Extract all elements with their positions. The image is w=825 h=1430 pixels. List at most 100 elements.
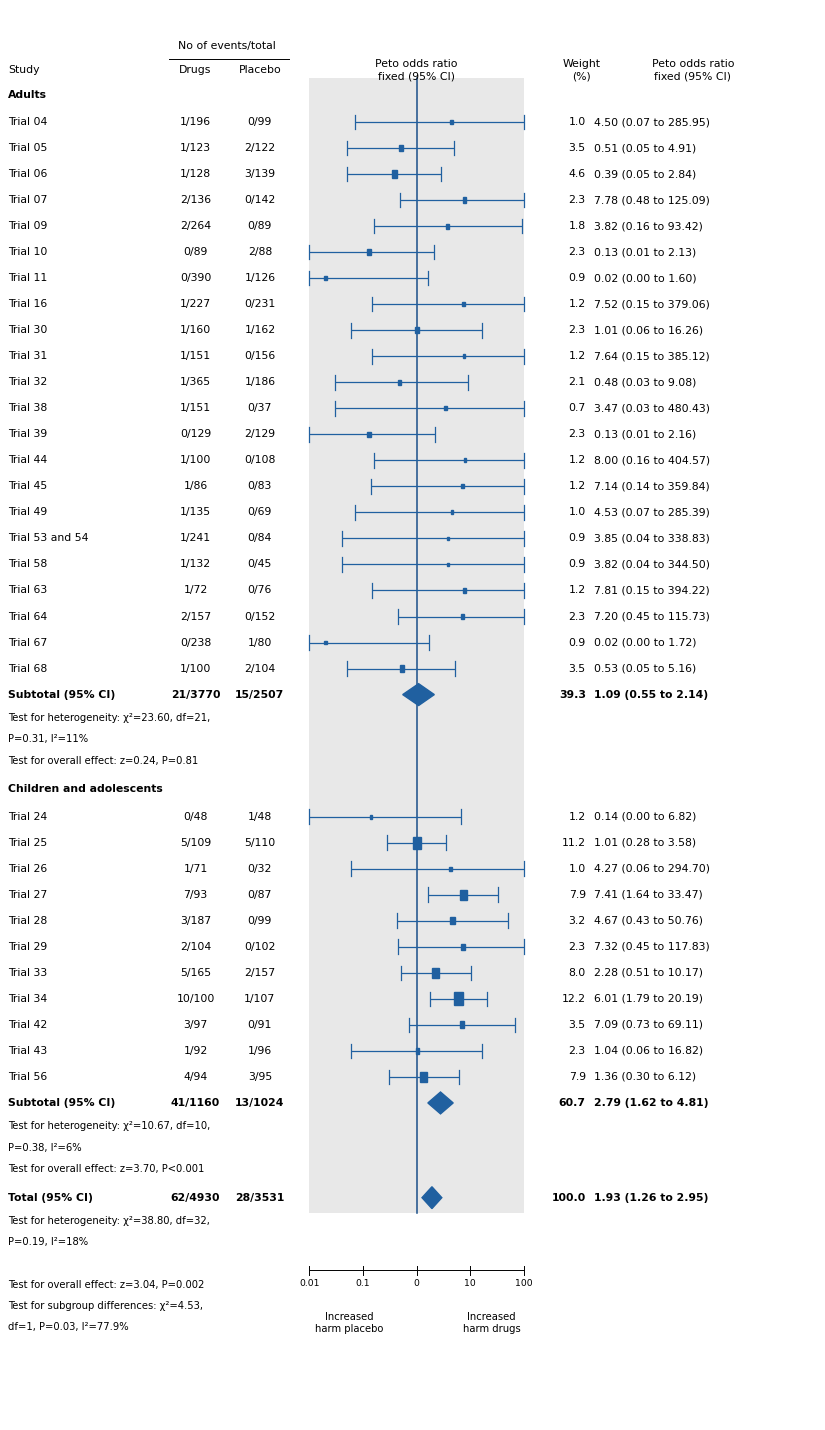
Text: 12.2: 12.2 [562,994,586,1004]
Bar [460,1021,464,1028]
Text: 0/152: 0/152 [244,612,276,622]
Text: df=1, P=0.03, I²=77.9%: df=1, P=0.03, I²=77.9% [8,1323,129,1333]
Bar [461,613,464,619]
Text: 0/99: 0/99 [248,117,272,127]
Bar [416,1048,419,1054]
Text: 1/135: 1/135 [180,508,211,518]
Text: 2/157: 2/157 [180,612,211,622]
Bar [415,327,418,333]
Bar [463,197,466,203]
Text: Peto odds ratio
fixed (95% CI): Peto odds ratio fixed (95% CI) [652,59,734,82]
Text: 1/126: 1/126 [244,273,276,283]
Text: 1.2: 1.2 [568,299,586,309]
Text: 2/136: 2/136 [180,194,211,204]
Bar [461,485,464,489]
Text: 100.0: 100.0 [551,1193,586,1203]
Polygon shape [428,1093,453,1114]
Text: 1.2: 1.2 [568,585,586,595]
Text: 0/91: 0/91 [248,1020,272,1030]
Text: Total (95% CI): Total (95% CI) [8,1193,93,1203]
Text: 2.1: 2.1 [568,378,586,388]
Text: Trial 11: Trial 11 [8,273,48,283]
Text: Trial 63: Trial 63 [8,585,48,595]
Text: Adults: Adults [8,90,47,100]
Bar [324,276,327,280]
Text: 0/76: 0/76 [248,585,272,595]
Text: 0.7: 0.7 [568,403,586,413]
Text: 1/96: 1/96 [248,1045,272,1055]
Text: Trial 42: Trial 42 [8,1020,48,1030]
Text: 3.5: 3.5 [568,664,586,674]
Text: Increased
harm placebo: Increased harm placebo [315,1311,384,1334]
Text: Trial 27: Trial 27 [8,889,48,899]
Text: 2/122: 2/122 [244,143,276,153]
Text: 2/104: 2/104 [244,664,276,674]
Text: 3/187: 3/187 [180,915,211,925]
Polygon shape [403,684,434,705]
Text: 4/94: 4/94 [183,1072,208,1083]
Bar [462,302,465,306]
Text: Trial 44: Trial 44 [8,455,48,465]
Text: Trial 45: Trial 45 [8,482,48,492]
Text: Trial 24: Trial 24 [8,812,48,822]
Text: 1.36 (0.30 to 6.12): 1.36 (0.30 to 6.12) [594,1072,696,1083]
Text: 1.8: 1.8 [568,222,586,232]
Text: 0.9: 0.9 [568,559,586,569]
Text: 8.00 (0.16 to 404.57): 8.00 (0.16 to 404.57) [594,455,710,465]
Text: Test for subgroup differences: χ²=4.53,: Test for subgroup differences: χ²=4.53, [8,1301,203,1311]
Bar [450,120,453,124]
Text: 1/151: 1/151 [180,403,211,413]
Bar [463,355,465,359]
Text: Drugs: Drugs [179,64,212,74]
Text: 2.3: 2.3 [568,325,586,335]
Text: 4.67 (0.43 to 50.76): 4.67 (0.43 to 50.76) [594,915,703,925]
Text: Trial 38: Trial 38 [8,403,48,413]
Text: 1.2: 1.2 [568,352,586,362]
Text: 1.04 (0.06 to 16.82): 1.04 (0.06 to 16.82) [594,1045,703,1055]
Text: 1.0: 1.0 [568,508,586,518]
Text: 0: 0 [413,1278,420,1288]
Text: 0/45: 0/45 [248,559,272,569]
Text: Trial 56: Trial 56 [8,1072,48,1083]
Text: 1/196: 1/196 [180,117,211,127]
Text: 3.5: 3.5 [568,1020,586,1030]
Bar [446,223,450,229]
Text: Trial 49: Trial 49 [8,508,48,518]
Text: 0/84: 0/84 [248,533,272,543]
Bar [450,511,453,515]
Text: Trial 68: Trial 68 [8,664,48,674]
Text: 21/3770: 21/3770 [171,689,220,699]
Text: 3/97: 3/97 [183,1020,208,1030]
Text: 7.9: 7.9 [568,1072,586,1083]
Bar [367,249,371,255]
Text: 0.13 (0.01 to 2.16): 0.13 (0.01 to 2.16) [594,429,696,439]
Text: 1/123: 1/123 [180,143,211,153]
Text: 0/69: 0/69 [248,508,272,518]
Text: 1.2: 1.2 [568,455,586,465]
Text: 2.3: 2.3 [568,612,586,622]
Text: 7.78 (0.48 to 125.09): 7.78 (0.48 to 125.09) [594,194,710,204]
Text: 0/108: 0/108 [244,455,276,465]
Text: 1.0: 1.0 [568,864,586,874]
Text: 0/37: 0/37 [248,403,272,413]
Text: 1.2: 1.2 [568,812,586,822]
Text: 2/104: 2/104 [180,942,211,952]
Text: P=0.19, I²=18%: P=0.19, I²=18% [8,1237,88,1247]
Text: 0/238: 0/238 [180,638,211,648]
Text: 1/86: 1/86 [183,482,208,492]
Text: 2/129: 2/129 [244,429,276,439]
Bar [367,432,371,438]
Bar [392,170,397,177]
Text: 3.47 (0.03 to 480.43): 3.47 (0.03 to 480.43) [594,403,710,413]
Text: Trial 04: Trial 04 [8,117,48,127]
Text: 1.01 (0.06 to 16.26): 1.01 (0.06 to 16.26) [594,325,703,335]
Text: 0/156: 0/156 [244,352,276,362]
Text: 3.85 (0.04 to 338.83): 3.85 (0.04 to 338.83) [594,533,710,543]
Text: No of events/total: No of events/total [178,41,276,51]
Text: 10/100: 10/100 [177,994,214,1004]
Text: 0.9: 0.9 [568,533,586,543]
Text: Trial 06: Trial 06 [8,169,48,179]
Text: 4.27 (0.06 to 294.70): 4.27 (0.06 to 294.70) [594,864,710,874]
Polygon shape [422,1187,442,1208]
Text: 0.01: 0.01 [299,1278,319,1288]
